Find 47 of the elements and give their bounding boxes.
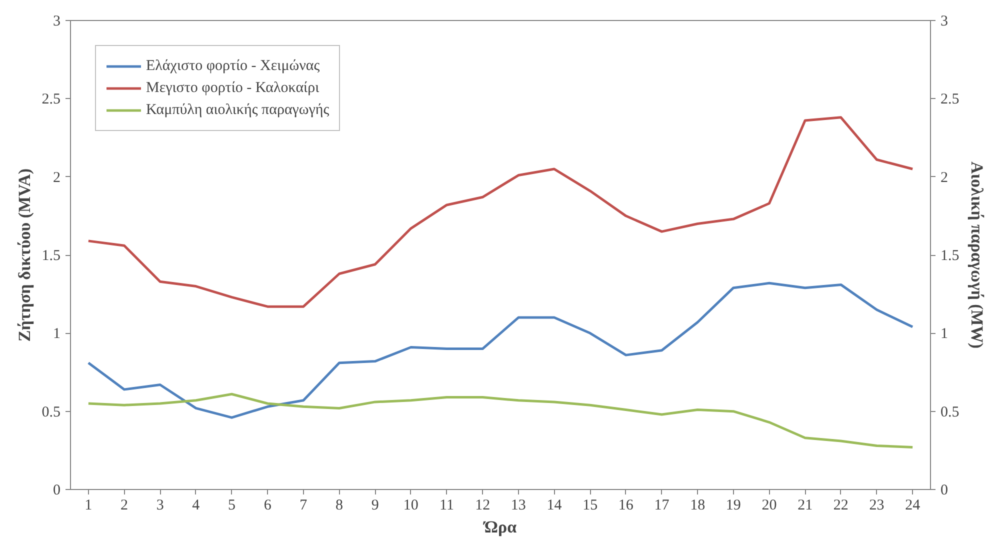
x-tick-label: 23 bbox=[869, 498, 884, 514]
legend-label: Καμπύλη αιολικής παραγωγής bbox=[146, 102, 330, 118]
y2-tick-label: 0 bbox=[940, 482, 948, 498]
y-tick-label: 1 bbox=[53, 326, 60, 342]
y2-axis-title: Αιολική παραγωγή (MW) bbox=[967, 162, 986, 348]
y-tick-label: 3 bbox=[53, 14, 60, 30]
x-tick-label: 3 bbox=[156, 498, 164, 514]
y2-tick-label: 2 bbox=[940, 170, 948, 186]
y-axis-title: Ζήτηση δικτύου (MVA) bbox=[14, 168, 34, 342]
y-tick-label: 0 bbox=[53, 482, 60, 498]
legend-label: Ελάχιστο φορτίο - Χειμώνας bbox=[146, 58, 320, 74]
x-tick-label: 22 bbox=[833, 498, 848, 514]
y2-tick-label: 0.5 bbox=[940, 404, 960, 420]
x-tick-label: 4 bbox=[192, 498, 200, 514]
x-tick-label: 18 bbox=[690, 498, 706, 514]
x-tick-label: 7 bbox=[300, 498, 308, 514]
y-tick-label: 2 bbox=[53, 170, 60, 186]
line-series bbox=[87, 282, 914, 419]
x-tick-label: 1 bbox=[84, 498, 92, 514]
x-tick-label: 11 bbox=[440, 498, 454, 514]
x-tick-label: 2 bbox=[120, 498, 128, 514]
x-tick-label: 5 bbox=[228, 498, 236, 514]
x-tick-label: 17 bbox=[654, 498, 670, 514]
x-tick-label: 9 bbox=[371, 498, 379, 514]
x-axis-title: Ώρα bbox=[482, 518, 518, 536]
legend-label: Μεγιστο φορτίο - Καλοκαίρι bbox=[146, 80, 320, 96]
x-tick-label: 14 bbox=[546, 498, 562, 514]
y2-tick-label: 1 bbox=[940, 326, 948, 342]
x-tick-label: 16 bbox=[618, 498, 634, 514]
y2-tick-label: 3 bbox=[940, 14, 948, 30]
line-series bbox=[87, 392, 914, 449]
line-series bbox=[87, 116, 914, 308]
x-tick-label: 15 bbox=[582, 498, 598, 514]
x-tick-label: 21 bbox=[798, 498, 813, 514]
x-tick-label: 24 bbox=[905, 498, 921, 514]
x-tick-label: 10 bbox=[403, 498, 418, 514]
y-tick-label: 1.5 bbox=[42, 248, 60, 264]
x-tick-label: 20 bbox=[762, 498, 777, 514]
x-tick-label: 6 bbox=[264, 498, 272, 514]
x-tick-label: 19 bbox=[726, 498, 741, 514]
x-tick-label: 13 bbox=[510, 498, 526, 514]
y-tick-label: 0.5 bbox=[42, 404, 60, 420]
x-tick-label: 8 bbox=[336, 498, 343, 514]
y2-tick-label: 2.5 bbox=[940, 92, 960, 108]
x-tick-label: 12 bbox=[475, 498, 490, 514]
y-tick-label: 2.5 bbox=[42, 92, 60, 108]
y2-tick-label: 1.5 bbox=[940, 248, 960, 264]
